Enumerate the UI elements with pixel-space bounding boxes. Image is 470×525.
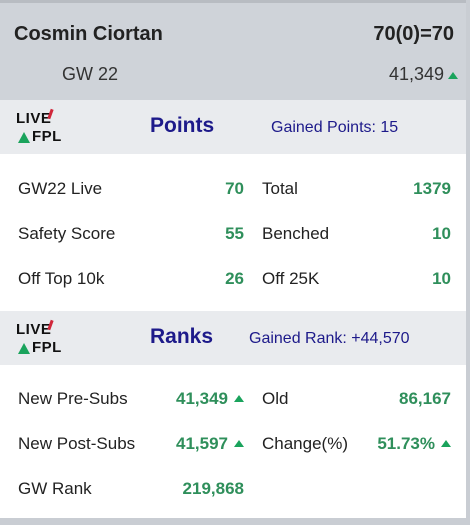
- total-value: 1379: [413, 179, 451, 198]
- gameweek-label: GW 22: [62, 64, 119, 84]
- off-top-10k-value: 26: [225, 269, 244, 288]
- overall-rank-value: 41,349: [388, 64, 444, 84]
- off-25k-label: Off 25K: [262, 269, 320, 288]
- gw-rank-label: GW Rank: [18, 479, 92, 498]
- gw-rank-value: 219,868: [182, 479, 244, 498]
- points-row: Off Top 10k 26 Off 25K 10: [0, 256, 466, 301]
- up-arrow-icon: [441, 440, 451, 448]
- benched-value: 10: [432, 224, 451, 243]
- old-rank-value: 86,167: [399, 389, 451, 408]
- manager-header: Cosmin Ciortan 70(0)=70 GW 22 41,349: [0, 0, 466, 100]
- new-pre-subs-label: New Pre-Subs: [18, 389, 128, 408]
- points-row: Safety Score 55 Benched 10: [0, 211, 466, 256]
- ranks-section-header: LIVE FPL Ranks Gained Rank: +44,570: [0, 311, 466, 365]
- up-arrow-icon: [448, 72, 458, 79]
- livefpl-logo: LIVE FPL: [16, 319, 62, 356]
- change-pct-value: 51.73%: [377, 434, 451, 454]
- new-post-subs-label: New Post-Subs: [18, 434, 136, 453]
- ranks-row: New Pre-Subs 41,349 Old 86,167: [0, 376, 466, 421]
- manager-name[interactable]: Cosmin Ciortan: [14, 23, 163, 45]
- livefpl-logo: LIVE FPL: [16, 108, 62, 145]
- safety-score-value: 55: [225, 224, 244, 243]
- card-bottom-border: [0, 518, 466, 525]
- gained-points: Gained Points: 15: [271, 119, 399, 136]
- gw-live-value: 70: [225, 179, 244, 198]
- safety-score-label: Safety Score: [18, 224, 116, 243]
- gained-rank: Gained Rank: +44,570: [249, 330, 410, 347]
- overall-rank: 41,349: [388, 64, 458, 85]
- ranks-row: New Post-Subs 41,597 Change(%) 51.73%: [0, 421, 466, 466]
- gw-live-label: GW22 Live: [18, 179, 103, 198]
- points-row: GW22 Live 70 Total 1379: [0, 166, 466, 211]
- ranks-title: Ranks: [150, 325, 214, 348]
- old-rank-label: Old: [262, 389, 289, 408]
- off-25k-value: 10: [432, 269, 451, 288]
- change-pct-label: Change(%): [262, 434, 348, 453]
- points-title: Points: [150, 114, 215, 137]
- benched-label: Benched: [262, 224, 330, 243]
- off-top-10k-label: Off Top 10k: [18, 269, 105, 288]
- new-post-subs-value: 41,597: [176, 434, 244, 454]
- points-section-header: LIVE FPL Points Gained Points: 15: [0, 100, 466, 154]
- gw-score: 70(0)=70: [373, 23, 454, 45]
- ranks-row: GW Rank 219,868: [0, 466, 466, 511]
- total-label: Total: [262, 179, 298, 198]
- up-arrow-icon: [234, 440, 244, 448]
- new-pre-subs-value: 41,349: [176, 389, 244, 409]
- up-arrow-icon: [234, 395, 244, 403]
